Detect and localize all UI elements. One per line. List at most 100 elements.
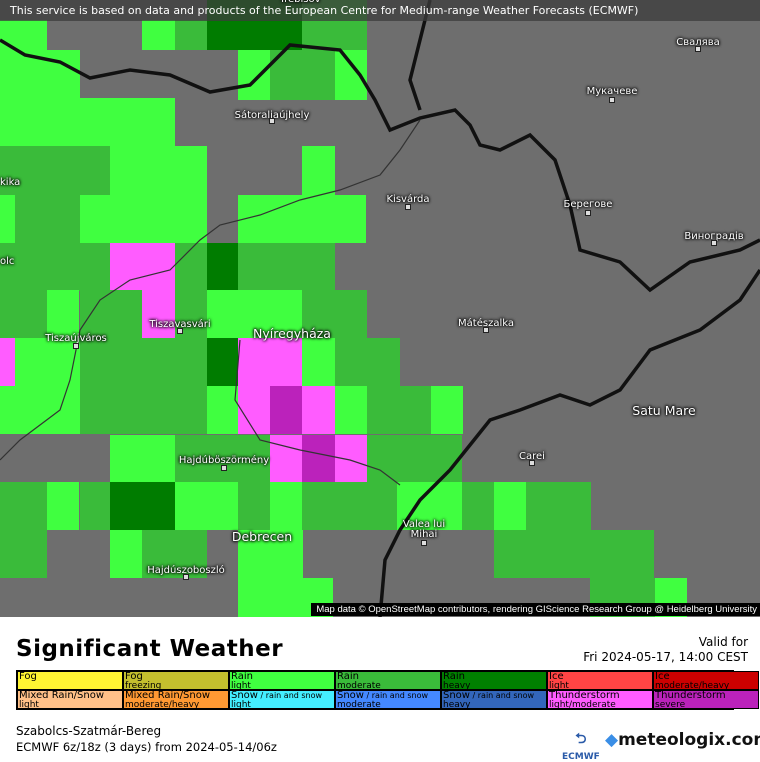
precip-cell xyxy=(0,98,175,146)
county-border xyxy=(234,339,401,486)
legend-sublabel: light xyxy=(231,700,251,709)
precip-cell xyxy=(110,243,175,291)
legend-label: Snow xyxy=(443,690,470,701)
page-title: Significant Weather xyxy=(16,636,284,662)
legend-label: Mixed Rain/Snow xyxy=(125,690,211,701)
border-lines xyxy=(0,0,760,617)
city-marker-icon xyxy=(695,46,701,52)
city-marker-icon xyxy=(585,210,591,216)
city-label: Tiszavasvári xyxy=(149,319,211,330)
city-label: Nyíregyháza xyxy=(253,326,331,341)
city-label: Tiszaújváros xyxy=(45,333,107,344)
legend-sublabel: light xyxy=(231,681,251,690)
precip-cell xyxy=(238,482,270,530)
precip-cell xyxy=(238,50,271,100)
precip-cell xyxy=(80,195,207,243)
city-label: Берегове xyxy=(563,199,613,210)
precip-cell xyxy=(270,435,302,483)
meteologix-logo[interactable]: ◆meteologix.com xyxy=(605,730,760,750)
legend-item: Rain moderate xyxy=(335,671,441,690)
legend-label: Rain xyxy=(443,671,465,682)
precip-cell xyxy=(238,195,366,243)
legend-label: Fog xyxy=(125,671,143,682)
legend-sublabel: light/moderate xyxy=(549,700,616,709)
city-label: Carei xyxy=(519,451,545,462)
precip-cell xyxy=(238,530,303,578)
legend-item: Thunderstorm severe xyxy=(653,690,759,709)
precip-cell xyxy=(207,386,239,434)
precip-cell xyxy=(207,243,239,291)
precip-cell xyxy=(302,338,335,386)
precip-cell xyxy=(110,482,175,530)
city-marker-icon xyxy=(269,118,275,124)
city-marker-icon xyxy=(177,328,183,334)
precip-cell xyxy=(302,482,397,530)
legend-label: Snow xyxy=(337,690,364,701)
legend-item: Ice light xyxy=(547,671,653,690)
city-marker-icon xyxy=(405,204,411,210)
precip-cell xyxy=(207,290,302,338)
city-marker-icon xyxy=(183,574,189,580)
precip-cell xyxy=(302,435,335,483)
city-label: Мукачеве xyxy=(586,86,638,97)
legend-item: Snow / rain and snow moderate xyxy=(335,690,441,709)
precip-cell xyxy=(47,290,79,338)
legend-sublabel: moderate xyxy=(337,700,381,709)
city-marker-icon xyxy=(73,343,79,349)
precip-cell xyxy=(494,482,526,530)
valid-label: Valid for xyxy=(698,635,748,649)
city-label: Debrecen xyxy=(231,529,293,544)
country-border xyxy=(0,38,760,293)
city-label: olc xyxy=(0,256,15,267)
city-marker-icon xyxy=(529,460,535,466)
precip-cell xyxy=(80,386,207,434)
precip-cell xyxy=(110,435,175,483)
precip-cell xyxy=(0,243,110,291)
legend-label: Snow xyxy=(231,690,258,701)
precip-cell xyxy=(15,338,80,386)
precip-cell xyxy=(238,243,335,291)
country-border xyxy=(378,269,760,617)
precip-cell xyxy=(302,290,367,338)
precip-cell xyxy=(526,482,591,530)
weather-legend: Fog Fog freezing Rain light Rain moderate Rain h… xyxy=(16,670,759,710)
precip-cell xyxy=(494,530,654,578)
map-attribution[interactable]: Map data © OpenStreetMap contributors, r… xyxy=(311,603,760,616)
precip-cell xyxy=(142,20,175,50)
precip-cell xyxy=(367,386,432,434)
meteologix-logo-icon: ◆ xyxy=(605,730,619,750)
legend-extra: / rain and snow xyxy=(363,691,429,700)
legend-extra: / rain and snow xyxy=(257,691,323,700)
precip-cell xyxy=(175,482,238,530)
weather-map[interactable]: This service is based on data and produc… xyxy=(0,0,760,617)
city-label: Valea lui Mihai xyxy=(402,519,446,540)
city-marker-icon xyxy=(221,465,227,471)
precip-cell xyxy=(302,386,335,434)
city-label: Виноградів xyxy=(684,231,744,242)
legend-sublabel: heavy xyxy=(443,700,471,709)
legend-item: Thunderstorm light/moderate xyxy=(547,690,653,709)
precip-cell xyxy=(0,290,47,338)
precip-cell xyxy=(302,146,335,196)
legend-label: Thunderstorm xyxy=(549,690,620,701)
city-marker-icon xyxy=(711,240,717,246)
precip-cell xyxy=(335,386,367,434)
legend-item: Mixed Rain/Snow light xyxy=(17,690,123,709)
precip-cell xyxy=(238,338,303,386)
legend-sublabel: moderate xyxy=(337,681,381,690)
city-label: Hajdúböszörmény xyxy=(178,455,270,466)
precip-cell xyxy=(175,435,270,483)
precip-cell xyxy=(0,195,15,243)
ecmwf-notice-banner: This service is based on data and produc… xyxy=(0,0,760,21)
legend-item: Ice moderate/heavy xyxy=(653,671,759,690)
precip-cell xyxy=(175,243,207,291)
legend-label: Rain xyxy=(231,671,253,682)
precip-cell xyxy=(207,338,239,386)
precip-cell xyxy=(431,386,463,434)
city-label: Mátészalka xyxy=(458,318,514,329)
precip-cell xyxy=(335,338,400,386)
legend-sublabel: heavy xyxy=(443,681,471,690)
legend-item: Fog freezing xyxy=(123,671,229,690)
legend-extra: / rain and snow xyxy=(469,691,535,700)
precip-cell xyxy=(47,482,79,530)
